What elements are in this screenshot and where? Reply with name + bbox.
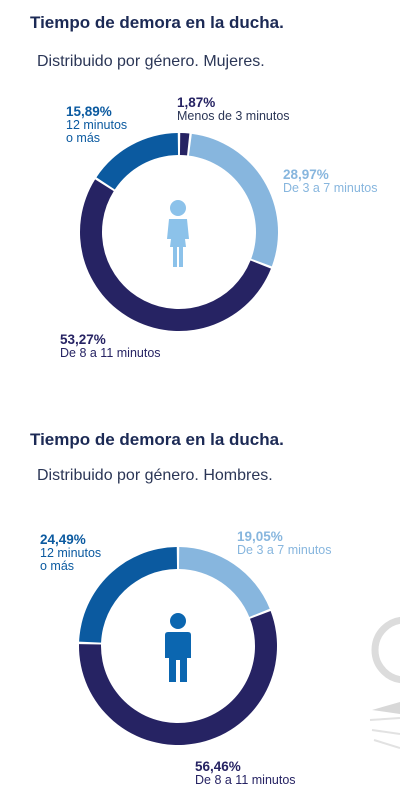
slice-label-women-0: 1,87% Menos de 3 minutos xyxy=(177,96,290,123)
slice-label-women-1: 28,97% De 3 a 7 minutos xyxy=(283,168,378,195)
donut-slice-men-2 xyxy=(79,547,178,643)
donut-slice-men-1 xyxy=(78,610,277,745)
section-title-women: Tiempo de demora en la ducha. xyxy=(30,13,284,32)
slice-label-men-1: 56,46% De 8 a 11 minutos xyxy=(195,760,296,787)
slice-text-men-1: De 8 a 11 minutos xyxy=(195,773,296,787)
section-subtitle-women: Distribuido por género. Mujeres. xyxy=(37,53,265,70)
slice-text-women-1: De 3 a 7 minutos xyxy=(283,181,378,195)
donut-slice-women-3 xyxy=(96,133,179,190)
slice-value-men-2: 24,49% xyxy=(40,532,86,547)
slice-label-women-3: 15,89% 12 minutos o más xyxy=(66,105,127,144)
decorative-circle-icon xyxy=(371,616,400,684)
donut-slice-women-1 xyxy=(188,133,278,267)
slice-text-women-3: 12 minutos o más xyxy=(66,118,128,145)
slice-label-men-0: 19,05% De 3 a 7 minutos xyxy=(237,530,332,557)
slice-text-men-2: 12 minutos o más xyxy=(40,546,102,573)
slice-value-men-0: 19,05% xyxy=(237,529,283,544)
man-icon xyxy=(165,613,191,682)
section-subtitle-men: Distribuido por género. Hombres. xyxy=(37,467,273,484)
section-title-men: Tiempo de demora en la ducha. xyxy=(30,430,284,449)
donut-slice-women-2 xyxy=(80,179,271,331)
slice-text-men-0: De 3 a 7 minutos xyxy=(237,543,332,557)
donut-slice-women-0 xyxy=(179,133,190,156)
slice-value-women-3: 15,89% xyxy=(66,104,112,119)
woman-icon xyxy=(167,200,189,267)
donut-slice-men-0 xyxy=(178,547,270,617)
slice-label-men-2: 24,49% 12 minutos o más xyxy=(40,533,101,572)
shower-icon xyxy=(369,702,400,749)
slice-text-women-0: Menos de 3 minutos xyxy=(177,109,290,123)
slice-value-men-1: 56,46% xyxy=(195,759,241,774)
slice-value-women-1: 28,97% xyxy=(283,167,329,182)
slice-value-women-0: 1,87% xyxy=(177,95,216,110)
slice-value-women-2: 53,27% xyxy=(60,332,106,347)
slice-text-women-2: De 8 a 11 minutos xyxy=(60,346,161,360)
slice-label-women-2: 53,27% De 8 a 11 minutos xyxy=(60,333,161,360)
